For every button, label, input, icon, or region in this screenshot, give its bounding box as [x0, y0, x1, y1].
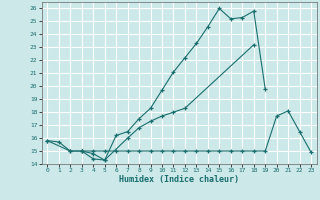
X-axis label: Humidex (Indice chaleur): Humidex (Indice chaleur)	[119, 175, 239, 184]
